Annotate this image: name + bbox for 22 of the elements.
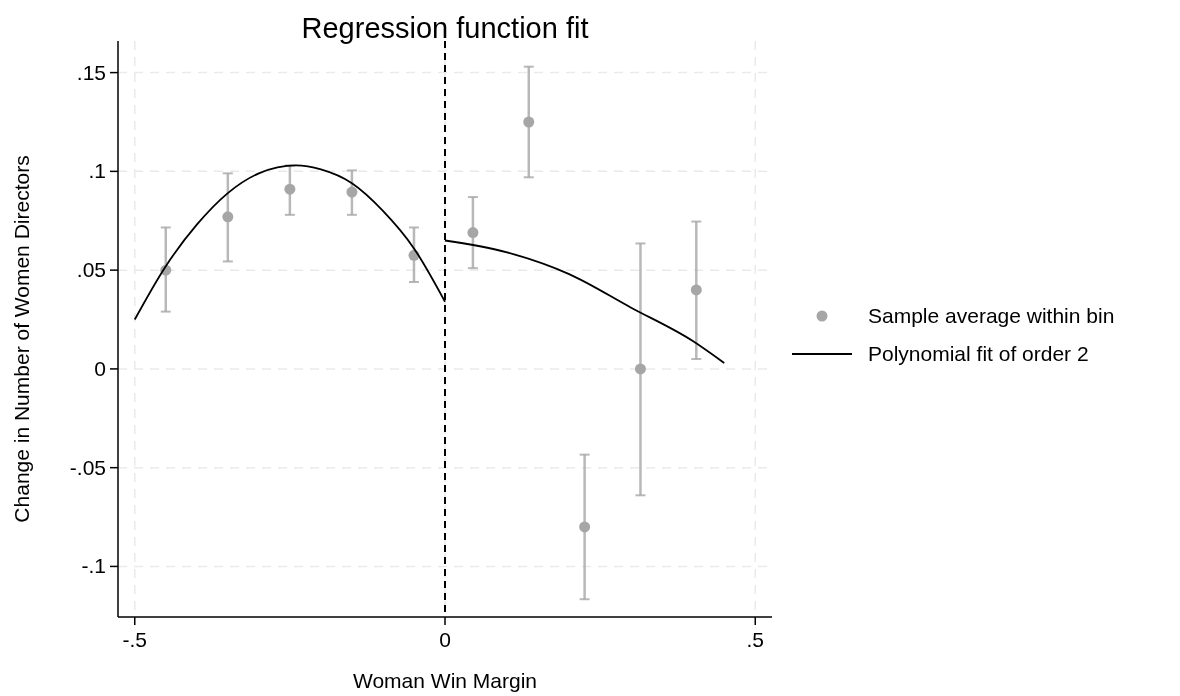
- x-tick-label: .5: [746, 628, 764, 651]
- point: [222, 211, 234, 223]
- y-tick-label: .1: [88, 159, 106, 183]
- y-tick-label: .15: [76, 60, 106, 84]
- y-tick-label: -.05: [69, 455, 106, 479]
- point: [690, 284, 702, 296]
- point: [467, 227, 479, 239]
- x-tick-label: -.5: [122, 628, 148, 651]
- point: [634, 363, 646, 375]
- chart-title: Regression function fit: [301, 12, 589, 44]
- legend-label: Sample average within bin: [868, 304, 1115, 327]
- legend-label: Polynomial fit of order 2: [868, 342, 1089, 365]
- point: [579, 521, 591, 533]
- point: [346, 186, 358, 198]
- y-tick-label: 0: [94, 356, 106, 380]
- y-tick-label: .05: [76, 258, 106, 282]
- x-axis-title: Woman Win Margin: [353, 669, 537, 692]
- x-tick-label: 0: [439, 628, 451, 651]
- y-tick-label: -.1: [81, 554, 106, 578]
- y-axis-title: Change in Number of Women Directors: [10, 155, 33, 523]
- point: [284, 183, 296, 195]
- point: [523, 116, 535, 128]
